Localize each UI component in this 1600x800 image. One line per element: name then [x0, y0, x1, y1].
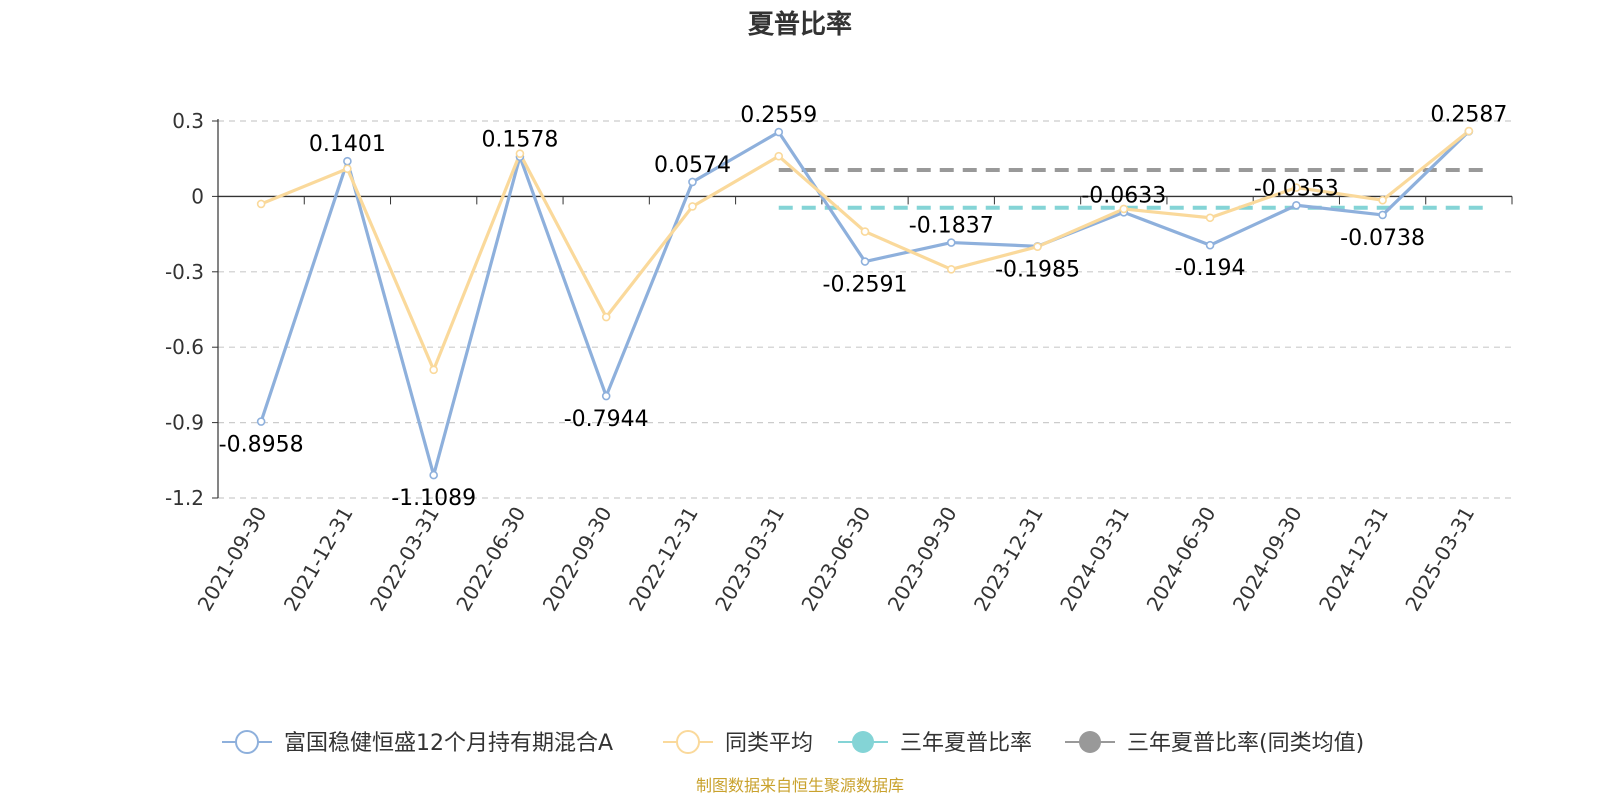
x-tick-label: 2022-09-30	[538, 503, 617, 616]
peer-point	[946, 264, 956, 274]
peer-point	[343, 164, 352, 174]
peer-point	[1033, 242, 1042, 251]
peer-point	[1119, 204, 1129, 214]
fund-point	[429, 470, 438, 480]
y-tick-label: 0.3	[172, 109, 204, 133]
peer-point	[256, 199, 266, 209]
peer-point	[688, 202, 697, 211]
reference-lines	[778, 168, 1487, 210]
fund-point	[774, 127, 784, 137]
legend-label: 同类平均	[725, 731, 813, 756]
fund-point	[256, 417, 266, 426]
legend-item-3[interactable]: 三年夏普比率	[838, 731, 1032, 756]
y-tick-label: -1.2	[165, 486, 204, 510]
data-label: 0.0574	[654, 153, 731, 178]
y-tick-label: 0	[191, 184, 204, 208]
data-label: -0.2591	[823, 273, 908, 298]
fund-point	[1378, 210, 1387, 220]
fund-point	[1205, 240, 1215, 250]
x-tick-label: 2025-03-31	[1400, 503, 1479, 616]
data-label: -0.194	[1175, 256, 1246, 281]
data-label: -0.0353	[1254, 176, 1339, 201]
data-label: -0.8958	[219, 433, 304, 458]
legend[interactable]: 富国稳健恒盛12个月持有期混合A 同类平均 三年夏普比率 三年夏普比率(同类均值)	[222, 730, 1364, 756]
data-label: -0.1837	[909, 214, 994, 239]
peer-point	[429, 365, 438, 375]
fund-point	[860, 257, 870, 266]
x-tick-label: 2023-03-31	[710, 503, 789, 616]
data-label: -1.1089	[391, 486, 476, 511]
data-label: -0.0738	[1340, 226, 1425, 251]
peer-point	[515, 149, 525, 158]
grid-lines	[218, 120, 1512, 499]
peer-point	[1464, 126, 1474, 136]
legend-label: 三年夏普比率(同类均值)	[1127, 731, 1364, 756]
legend-marker	[676, 730, 700, 754]
x-tick-label: 2021-12-31	[279, 503, 358, 616]
y-tick-label: -0.3	[165, 260, 204, 284]
x-tick-label: 2024-06-30	[1141, 503, 1220, 616]
peer-point	[601, 312, 611, 322]
fund-point	[946, 238, 956, 247]
fund-point	[601, 391, 611, 401]
x-tick-label: 2024-09-30	[1228, 503, 1307, 616]
data-label: -0.7944	[564, 407, 649, 432]
x-tick-label: 2024-03-31	[1055, 503, 1134, 616]
x-tick-label: 2022-06-30	[451, 503, 530, 616]
data-label: 0.1578	[481, 128, 558, 153]
legend-marker	[852, 731, 874, 753]
data-label: 0.2559	[740, 103, 817, 128]
y-tick-label: -0.6	[165, 335, 204, 359]
legend-item-4[interactable]: 三年夏普比率(同类均值)	[1065, 731, 1364, 756]
data-label: -0.1985	[995, 257, 1080, 282]
x-tick-label: 2024-12-31	[1314, 503, 1393, 616]
peer-point	[1378, 195, 1387, 205]
peer-average-line	[260, 129, 1470, 372]
series-points	[256, 126, 1474, 480]
peer-point	[1205, 213, 1215, 223]
x-tick-label: 2023-09-30	[883, 502, 962, 615]
data-label: 0.2587	[1430, 102, 1507, 127]
legend-marker	[235, 730, 259, 754]
chart-title: 夏普比率	[748, 9, 852, 40]
peer-point	[774, 151, 784, 161]
legend-marker	[1079, 731, 1101, 753]
legend-label: 富国稳健恒盛12个月持有期混合A	[284, 731, 613, 756]
fund-point	[1292, 200, 1301, 210]
x-tick-label: 2021-09-30	[193, 503, 272, 616]
y-tick-label: -0.9	[165, 411, 204, 435]
fund-point	[688, 177, 697, 187]
x-tick-label: 2023-06-30	[796, 503, 875, 616]
legend-item-1[interactable]: 富国稳健恒盛12个月持有期混合A	[222, 730, 613, 756]
data-label: -0.0633	[1081, 183, 1166, 208]
legend-item-2[interactable]: 同类平均	[663, 730, 813, 756]
fund-point	[343, 156, 352, 166]
x-tick-label: 2022-12-31	[624, 503, 703, 616]
data-label: 0.1401	[309, 132, 386, 157]
x-tick-label: 2022-03-31	[365, 502, 444, 615]
source-note: 制图数据来自恒生聚源数据库	[696, 776, 904, 795]
peer-point	[1292, 183, 1301, 192]
legend-label: 三年夏普比率	[900, 731, 1032, 756]
data-labels: -0.8958 0.1401 -1.1089 0.1578 -0.7944 0.0574 0…	[219, 102, 1508, 511]
peer-point	[860, 227, 870, 236]
x-tick-label: 2023-12-31	[969, 503, 1048, 616]
